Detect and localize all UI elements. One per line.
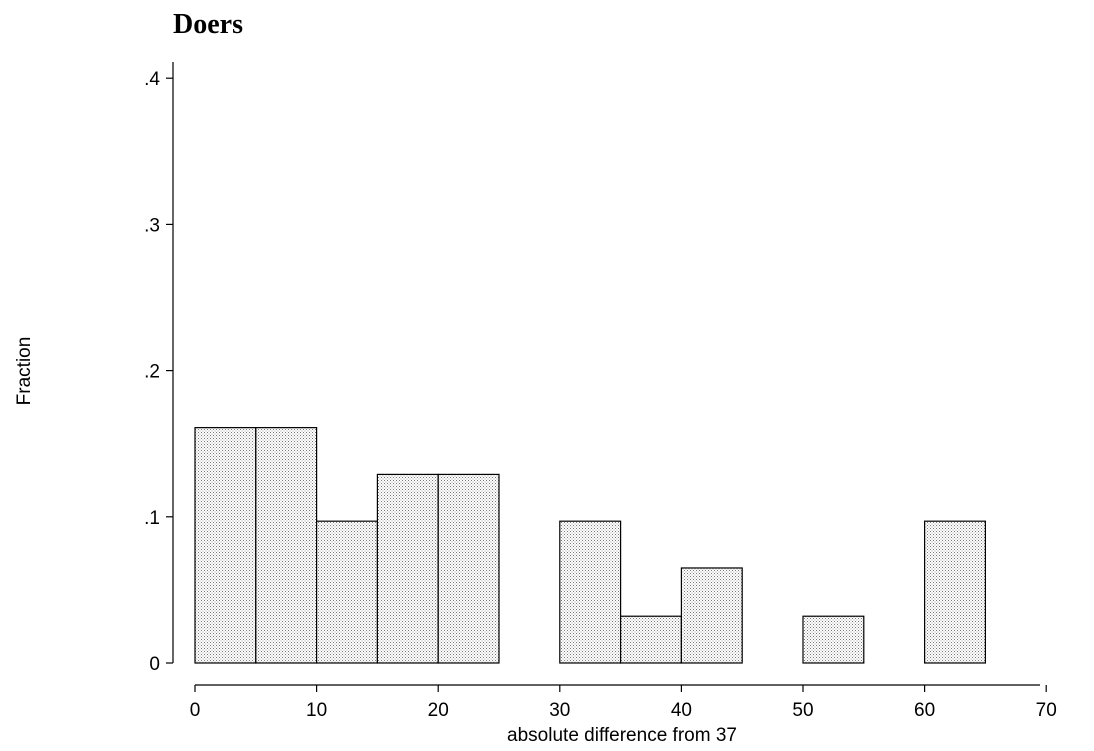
- y-ticks-group: 0 .1 .2 .3 .4: [144, 69, 173, 675]
- y-tick-label: .1: [144, 508, 160, 529]
- histogram-bar-20-25: [437, 473, 500, 664]
- x-tick-label: 40: [671, 700, 692, 721]
- histogram-bar-10-15: [316, 520, 379, 664]
- histogram-bar-5-10: [255, 427, 318, 664]
- x-ticks-group: 0 10 20 30 40 50 60 70: [190, 685, 1057, 721]
- x-axis-label: absolute difference from 37: [507, 725, 737, 746]
- histogram-bar-60-65: [923, 520, 986, 664]
- x-tick-label: 60: [914, 700, 935, 721]
- histogram-bar-30-35: [559, 520, 622, 664]
- bars-group: [194, 427, 986, 664]
- y-tick-label: .3: [144, 215, 160, 236]
- x-tick-label: 70: [1036, 700, 1057, 721]
- histogram-bar-50-55: [802, 615, 865, 664]
- axes-group: [172, 62, 1040, 686]
- y-tick-label: .4: [144, 69, 160, 90]
- x-tick-label: 30: [549, 700, 570, 721]
- histogram-bar-40-45: [680, 567, 743, 664]
- y-axis-label: Fraction: [14, 337, 35, 406]
- y-tick-label: 0: [149, 654, 160, 675]
- chart-title: Doers: [173, 9, 243, 40]
- histogram-bar-35-40: [619, 615, 682, 664]
- x-tick-label: 20: [428, 700, 449, 721]
- x-tick-label: 0: [190, 700, 201, 721]
- x-tick-label: 50: [792, 700, 813, 721]
- histogram-bar-15-20: [376, 473, 439, 664]
- y-tick-label: .2: [144, 362, 160, 383]
- x-tick-label: 10: [306, 700, 327, 721]
- histogram-bar-0-5: [194, 427, 257, 664]
